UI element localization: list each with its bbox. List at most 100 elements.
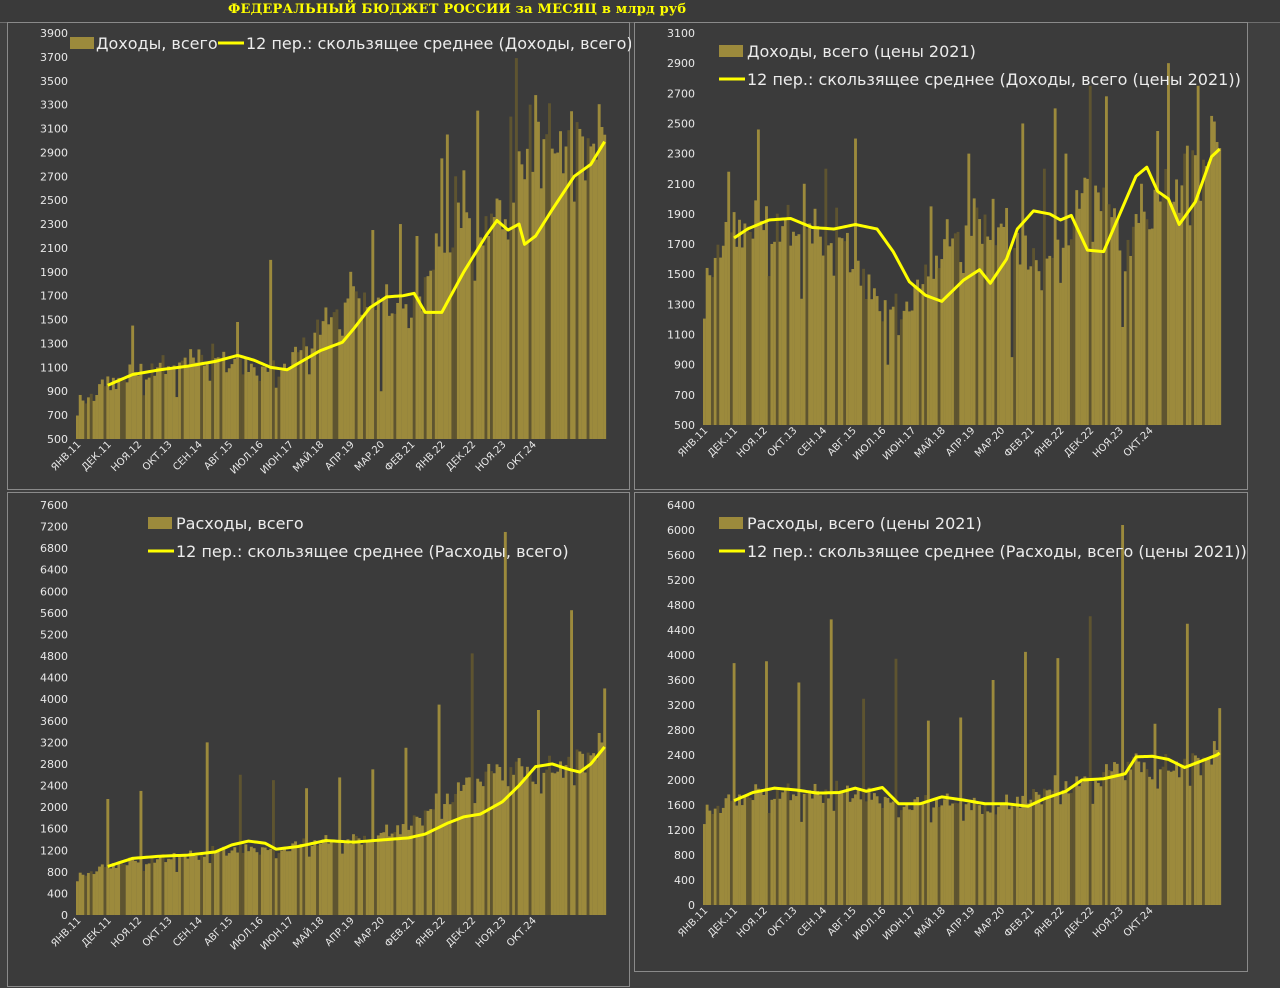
bar <box>536 121 540 439</box>
bar <box>263 847 267 915</box>
bar <box>465 777 469 915</box>
bar <box>534 95 538 439</box>
bar <box>859 799 863 905</box>
bar <box>705 267 709 425</box>
bar <box>951 238 955 425</box>
bar <box>467 218 471 439</box>
bar <box>89 871 93 915</box>
bar <box>219 850 223 915</box>
bar <box>559 131 562 439</box>
y-tick-label: 3100 <box>40 123 68 136</box>
bar <box>732 212 736 425</box>
bar <box>1083 177 1087 425</box>
bar <box>781 226 785 425</box>
bar <box>142 395 146 439</box>
bar <box>1158 769 1162 905</box>
bar <box>252 367 256 439</box>
bar <box>219 357 223 439</box>
bar <box>597 732 601 915</box>
bar <box>816 790 820 905</box>
bar <box>1180 765 1184 905</box>
bar <box>1107 770 1111 905</box>
bar <box>999 804 1003 905</box>
bar <box>1196 85 1200 425</box>
bar <box>205 742 209 915</box>
bar <box>371 769 375 915</box>
bar <box>556 771 560 915</box>
bar <box>1218 148 1222 425</box>
bar <box>329 841 333 915</box>
bar <box>962 820 965 905</box>
bar <box>751 800 755 905</box>
bar <box>743 795 747 905</box>
bar <box>1099 786 1103 905</box>
legend-label: Доходы, всего <box>96 34 218 53</box>
bar <box>594 159 598 440</box>
bar <box>778 798 782 905</box>
bar <box>1199 775 1203 905</box>
bar <box>357 838 361 915</box>
bar <box>136 375 140 439</box>
bar <box>227 853 231 915</box>
x-tick-label: ДЕК.22 <box>1062 425 1096 459</box>
bar <box>114 389 118 439</box>
bar <box>252 848 256 915</box>
bar <box>1034 260 1038 425</box>
y-tick-label: 2500 <box>667 117 695 130</box>
y-tick-label: 3500 <box>40 75 68 88</box>
bar <box>1069 239 1073 425</box>
bar <box>983 803 987 905</box>
bar <box>937 807 941 905</box>
bar <box>305 788 309 915</box>
bar <box>158 362 162 439</box>
bar <box>244 844 248 915</box>
bar <box>164 374 168 439</box>
bar <box>390 833 394 915</box>
bar <box>1175 179 1178 425</box>
x-tick-label: НОЯ.23 <box>1091 425 1126 460</box>
bar <box>1218 708 1222 906</box>
bar <box>440 158 444 439</box>
bar <box>770 243 774 425</box>
bar <box>1113 762 1116 905</box>
bar <box>501 780 505 915</box>
bar <box>349 844 353 915</box>
bar <box>908 311 911 425</box>
bar <box>78 872 82 915</box>
bar <box>1029 266 1033 425</box>
bar <box>410 317 413 439</box>
bar <box>462 170 466 439</box>
bar <box>412 815 416 915</box>
bar <box>76 415 79 439</box>
x-tick-label: НОЯ.12 <box>109 915 144 950</box>
bar <box>1194 155 1197 425</box>
bar <box>459 790 463 915</box>
bar <box>878 803 882 905</box>
bar <box>280 850 284 915</box>
bar <box>1064 153 1068 425</box>
bar <box>816 226 820 425</box>
bar <box>503 531 507 915</box>
chart-expenses-nominal: 0 400 800 1200 1600 2000 2400 2800 3200 3600 4000 4… <box>40 499 607 953</box>
bar <box>781 792 785 905</box>
bar <box>1123 780 1127 905</box>
bar <box>352 286 355 439</box>
bar <box>937 268 941 425</box>
bar <box>716 805 720 905</box>
bar <box>200 354 204 439</box>
bar <box>1056 658 1060 906</box>
bar <box>211 343 215 439</box>
bar <box>845 785 849 905</box>
bar <box>120 378 124 439</box>
bar <box>948 805 952 905</box>
bar <box>589 146 593 439</box>
bar <box>1188 785 1192 905</box>
bar <box>531 781 535 915</box>
bar <box>443 252 447 439</box>
bar <box>564 146 568 439</box>
bar <box>285 369 289 439</box>
bar <box>216 850 220 915</box>
bar <box>426 276 430 439</box>
bar <box>1134 753 1138 905</box>
bar <box>249 846 253 915</box>
